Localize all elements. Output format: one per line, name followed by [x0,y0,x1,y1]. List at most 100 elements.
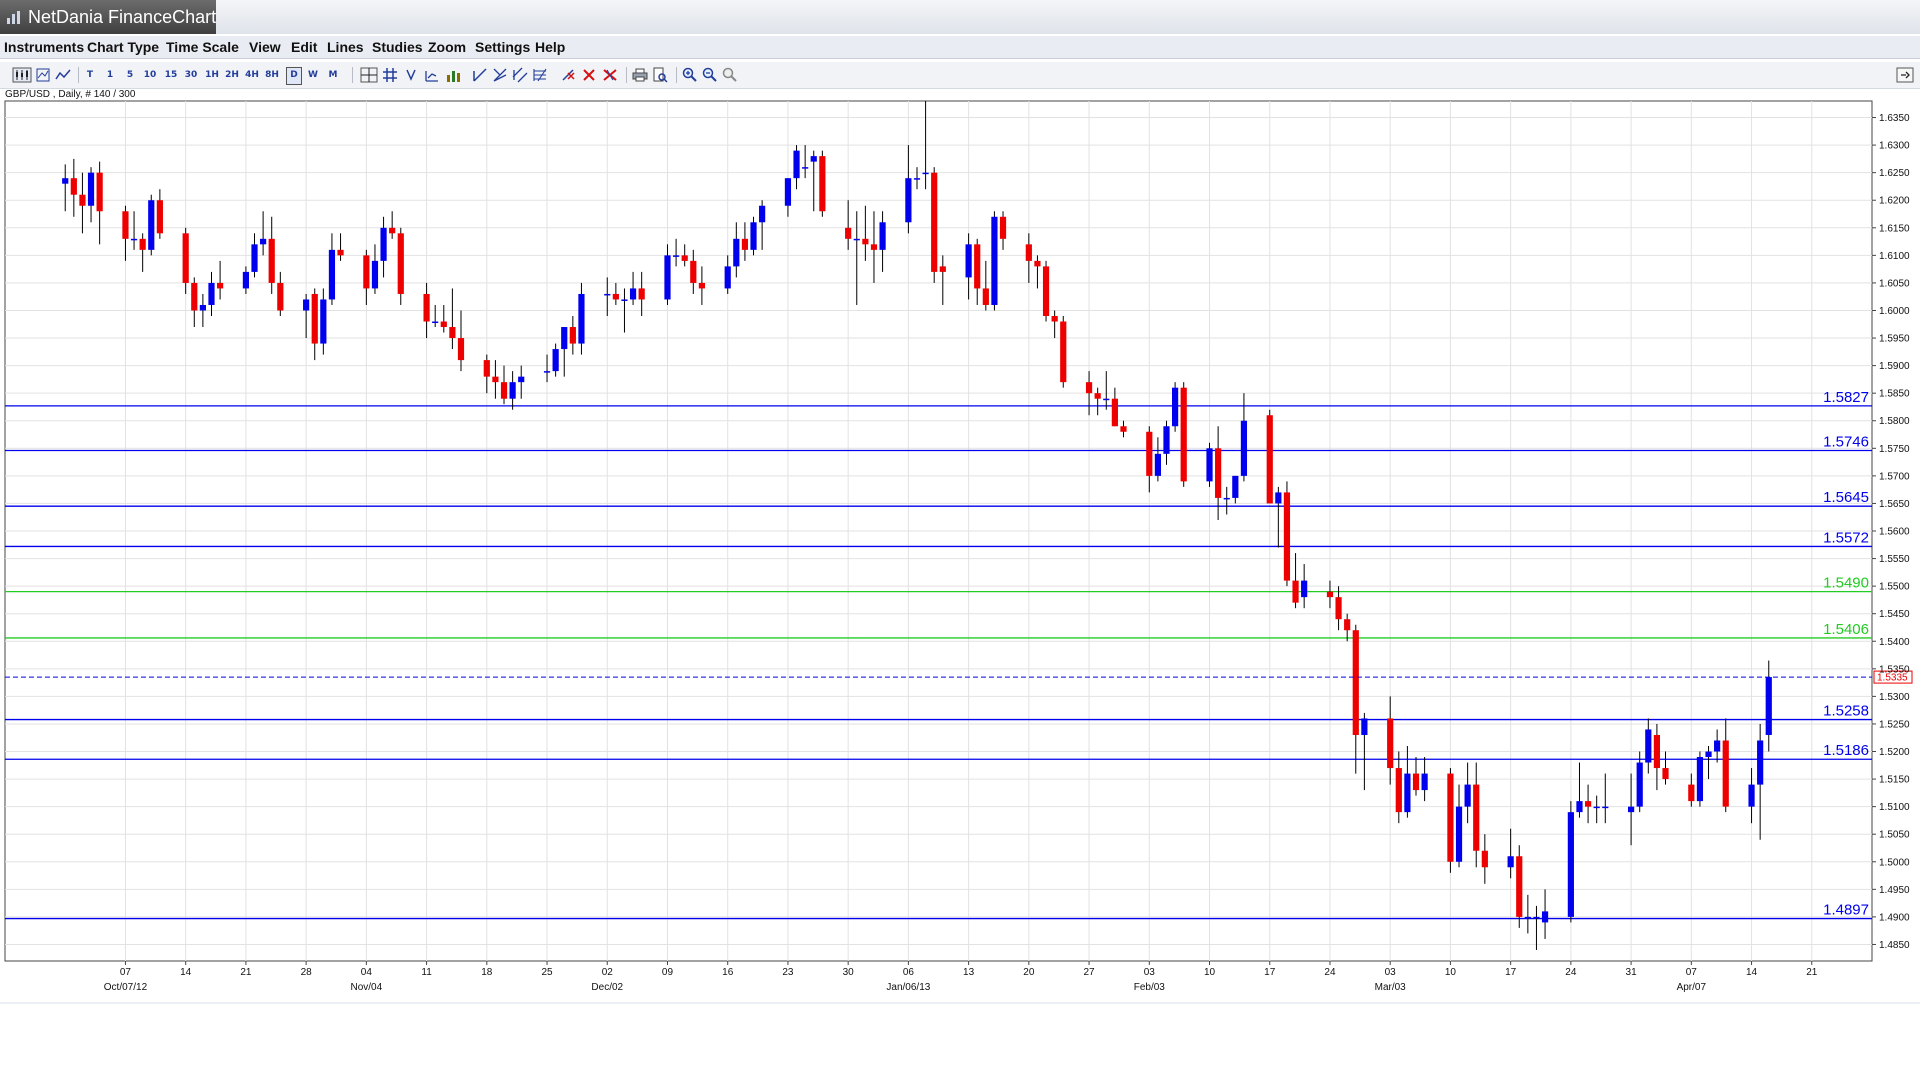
fibonacci-icon[interactable] [532,67,548,83]
chart-style-icon[interactable] [35,67,51,83]
candle-up [802,167,809,169]
print-icon[interactable] [632,67,648,83]
candle-up [518,376,525,383]
zoom-out-icon[interactable] [702,67,718,83]
y-tick-label: 1.6250 [1879,168,1910,179]
close-icon[interactable] [582,67,596,83]
y-tick-label: 1.5300 [1879,692,1910,703]
x-date-label: Feb/03 [1134,982,1166,993]
candle-up [664,255,671,300]
x-tick-label: 14 [180,967,192,978]
y-tick-label: 1.6100 [1879,251,1910,262]
candle-up [1714,740,1721,752]
chart-type-icon[interactable] [12,67,32,83]
y-tick-label: 1.5700 [1879,471,1910,482]
menu-zoom[interactable]: Zoom [428,39,467,55]
candle-up [199,304,206,311]
candle-up [1421,773,1428,791]
horizontal-levels[interactable]: 1.5827 1.5746 1.5645 1.5572 1.5490 1.5406 1.52… [5,389,1872,920]
fan-lines-icon[interactable] [492,67,508,83]
cursor-arrow-icon[interactable] [404,67,418,83]
candle-up [1464,784,1471,807]
toolbar-separator [626,67,627,83]
timeframe-15-button[interactable]: 15 [164,70,178,80]
timeframe-30-button[interactable]: 30 [184,70,198,80]
candles [62,101,1772,950]
candle-up [1163,426,1170,454]
current-price-label: 1.5335 [1877,673,1908,684]
y-tick-label: 1.6200 [1879,196,1910,207]
level-label: 1.5490 [1823,575,1869,592]
candle-down [999,216,1007,239]
menu-settings[interactable]: Settings [475,39,531,55]
print-preview-icon[interactable] [652,67,668,83]
price-axis[interactable]: 1.6350 1.6300 1.6250 1.6200 1.6150 1.6100 1.60… [1872,113,1910,951]
timeframe-4h-button[interactable]: 4H [245,70,259,80]
crosshair-icon[interactable] [360,67,378,83]
candle-down [363,255,370,289]
candle-up [733,238,740,267]
candle-up [1636,762,1643,807]
timeframe-1h-button[interactable]: 1H [205,70,219,80]
candle-down [1094,393,1101,399]
timeframe-5-button[interactable]: 5 [126,70,134,80]
volume-bars-icon[interactable] [446,67,462,83]
candle-up [1696,757,1704,802]
candle-up [1223,497,1230,500]
delete-all-icon[interactable] [602,67,618,83]
candle-down [389,227,396,234]
chart-menu-icon[interactable] [1896,67,1914,83]
menu-chart-type[interactable]: Chart Type [87,39,160,55]
timeframe-monthly-button[interactable]: M [328,70,338,80]
line-chart-icon[interactable] [55,67,71,83]
candle-down [122,211,129,239]
candle-up [87,172,95,206]
timeframe-2h-button[interactable]: 2H [225,70,239,80]
candle-down [1085,382,1093,394]
menu-help[interactable]: Help [535,39,566,55]
timeframe-daily-button[interactable]: D [286,67,302,85]
menu-view[interactable]: View [249,39,281,55]
level-label: 1.5258 [1823,703,1869,720]
candle-up [1301,580,1308,598]
draw-trend-icon[interactable] [424,67,440,83]
delete-selected-icon[interactable] [560,67,576,83]
zoom-in-icon[interactable] [682,67,698,83]
x-tick-label: 31 [1626,967,1638,978]
menu-edit[interactable]: Edit [291,39,318,55]
candle-down [1473,784,1480,851]
candle-down [612,293,619,300]
candle-up [905,178,912,223]
grid-icon[interactable] [382,67,398,83]
candle-down [1060,321,1067,383]
menu-lines[interactable]: Lines [327,39,364,55]
candle-down [70,178,77,195]
timeframe-tick-button[interactable]: T [86,70,94,80]
app-title: NetDania FinanceChart [28,7,217,27]
timeframe-weekly-button[interactable]: W [308,70,318,80]
candle-down [1042,266,1050,316]
candle-up [793,150,800,179]
menu-time-scale[interactable]: Time Scale [166,39,239,55]
candle-down [1584,801,1592,807]
timeframe-1-button[interactable]: 1 [106,70,114,80]
price-chart[interactable]: 1.5827 1.5746 1.5645 1.5572 1.5490 1.5406 1.52… [0,99,1920,1002]
channel-lines-icon[interactable] [512,67,528,83]
menu-studies[interactable]: Studies [372,39,423,55]
candle-up [629,288,637,300]
timeframe-10-button[interactable]: 10 [143,70,157,80]
candle-up [1567,812,1574,917]
time-axis[interactable]: 07 Oct/07/12 14 21 28 04 Nov/04 11 18 25 02 Dec/02 0… [104,961,1818,993]
zoom-reset-icon[interactable] [722,67,738,83]
candle-up [1206,448,1213,482]
x-tick-label: 24 [1324,967,1336,978]
line-tool-icon[interactable] [472,67,488,83]
candle-up [922,172,929,175]
x-date-label: Nov/04 [351,982,383,993]
menu-instruments[interactable]: Instruments [4,39,85,55]
candle-up [724,266,731,289]
candle-up [543,371,551,373]
x-tick-label: 04 [361,967,373,978]
candle-up [810,156,817,162]
timeframe-8h-button[interactable]: 8H [265,70,279,80]
